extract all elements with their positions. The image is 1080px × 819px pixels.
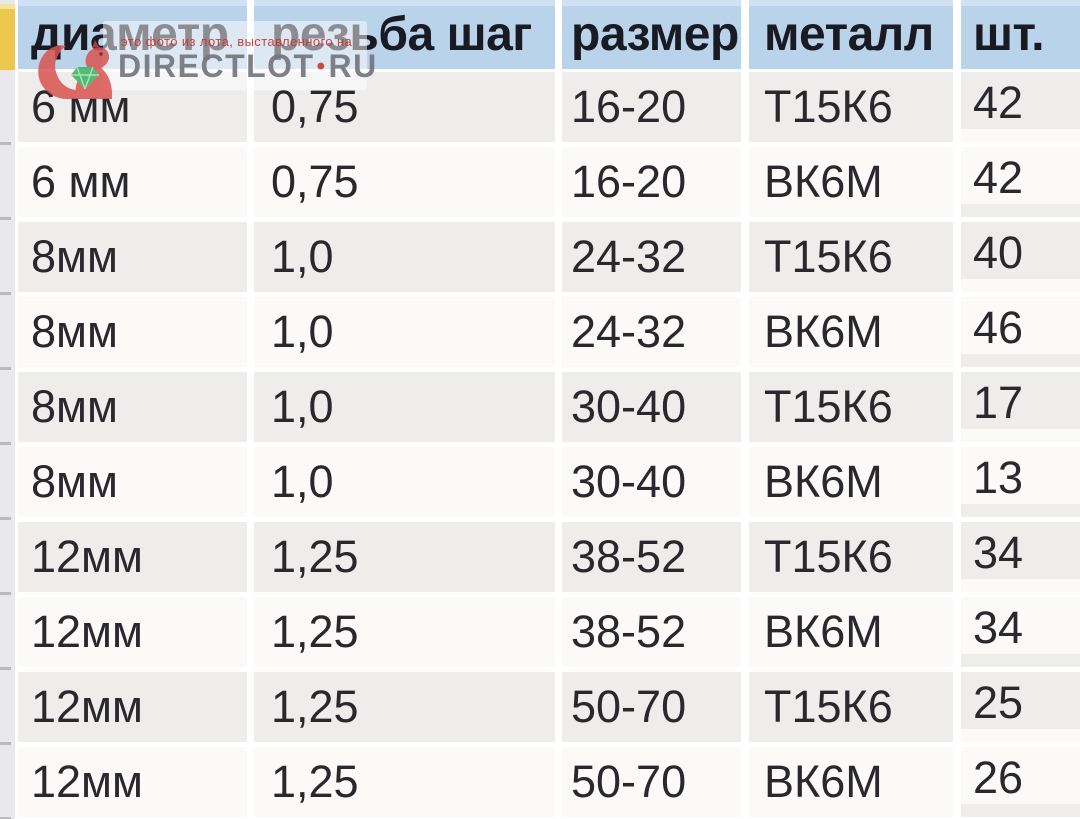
watermark-brand: DIRECTLOT•RU xyxy=(118,48,378,85)
cell-qty: 34 xyxy=(961,597,1080,667)
brand-dot-icon: • xyxy=(316,53,327,80)
table-row: 8мм 1,0 24-32 ВК6М 46 xyxy=(18,297,1080,367)
squirrel-logo xyxy=(38,40,113,99)
table-row: 8мм 1,0 24-32 Т15К6 40 xyxy=(18,222,1080,292)
cell-metal: Т15К6 xyxy=(749,72,953,142)
cell-qty: 40 xyxy=(961,222,1080,292)
left-row-header-strip xyxy=(0,0,15,819)
cell-pitch: 1,0 xyxy=(254,447,555,517)
brand-name: DIRECTLOT xyxy=(118,48,315,84)
yellow-header-block xyxy=(0,4,15,70)
cell-size: 38-52 xyxy=(562,522,741,592)
cell-size: 50-70 xyxy=(562,747,741,817)
watermark-backdrop xyxy=(103,21,367,90)
cell-diameter: 8мм xyxy=(18,297,247,367)
table-row: 12мм 1,25 38-52 ВК6М 34 xyxy=(18,597,1080,667)
cell-pitch: 1,25 xyxy=(254,672,555,742)
cell-qty: 13 xyxy=(961,447,1080,517)
col-header-metal: металл xyxy=(749,0,953,69)
cell-diameter: 12мм xyxy=(18,522,247,592)
table-row: 12мм 1,25 38-52 Т15К6 34 xyxy=(18,522,1080,592)
cell-qty: 42 xyxy=(961,72,1080,142)
cell-metal: ВК6М xyxy=(749,597,953,667)
cell-pitch: 1,0 xyxy=(254,372,555,442)
cell-size: 16-20 xyxy=(562,147,741,217)
cell-metal: ВК6М xyxy=(749,147,953,217)
table-row: 8мм 1,0 30-40 Т15К6 17 xyxy=(18,372,1080,442)
cell-diameter: 12мм xyxy=(18,597,247,667)
cell-qty: 25 xyxy=(961,672,1080,742)
cell-size: 50-70 xyxy=(562,672,741,742)
cell-pitch: 1,25 xyxy=(254,597,555,667)
cell-diameter: 12мм xyxy=(18,672,247,742)
cell-pitch: 0,75 xyxy=(254,147,555,217)
cell-size: 24-32 xyxy=(562,297,741,367)
parts-table: диаметр резьба шаг размер металл шт. 6 м… xyxy=(18,0,1080,819)
cell-metal: ВК6М xyxy=(749,747,953,817)
cell-size: 30-40 xyxy=(562,447,741,517)
brand-tld: RU xyxy=(328,48,378,84)
table-row: 6 мм 0,75 16-20 ВК6М 42 xyxy=(18,147,1080,217)
cell-size: 16-20 xyxy=(562,72,741,142)
cell-metal: Т15К6 xyxy=(749,672,953,742)
cell-pitch: 1,0 xyxy=(254,297,555,367)
cell-metal: ВК6М xyxy=(749,447,953,517)
table-body: 6 мм 0,75 16-20 Т15К6 42 6 мм 0,75 16-20… xyxy=(18,72,1080,817)
cell-metal: Т15К6 xyxy=(749,522,953,592)
cell-pitch: 1,25 xyxy=(254,522,555,592)
cell-diameter: 8мм xyxy=(18,447,247,517)
watermark-note: это фото из лота, выставленного на xyxy=(121,34,353,49)
gem-icon xyxy=(71,66,99,90)
cell-pitch: 1,0 xyxy=(254,222,555,292)
row-boundary-ticks xyxy=(0,70,11,819)
cell-size: 38-52 xyxy=(562,597,741,667)
cell-metal: Т15К6 xyxy=(749,222,953,292)
table-header-row: диаметр резьба шаг размер металл шт. xyxy=(18,0,1080,69)
cell-qty: 17 xyxy=(961,372,1080,442)
cell-qty: 46 xyxy=(961,297,1080,367)
table-row: 12мм 1,25 50-70 ВК6М 26 xyxy=(18,747,1080,817)
cell-size: 24-32 xyxy=(562,222,741,292)
cell-diameter: 8мм xyxy=(18,222,247,292)
cell-qty: 34 xyxy=(961,522,1080,592)
cell-qty: 42 xyxy=(961,147,1080,217)
cell-diameter: 6 мм xyxy=(18,147,247,217)
cell-pitch: 1,25 xyxy=(254,747,555,817)
table-row: 8мм 1,0 30-40 ВК6М 13 xyxy=(18,447,1080,517)
cell-diameter: 8мм xyxy=(18,372,247,442)
cell-diameter: 12мм xyxy=(18,747,247,817)
col-header-size: размер xyxy=(562,0,741,69)
cell-metal: ВК6М xyxy=(749,297,953,367)
cell-qty: 26 xyxy=(961,747,1080,817)
cell-metal: Т15К6 xyxy=(749,372,953,442)
col-header-qty: шт. xyxy=(961,0,1080,69)
cell-size: 30-40 xyxy=(562,372,741,442)
table-row: 12мм 1,25 50-70 Т15К6 25 xyxy=(18,672,1080,742)
